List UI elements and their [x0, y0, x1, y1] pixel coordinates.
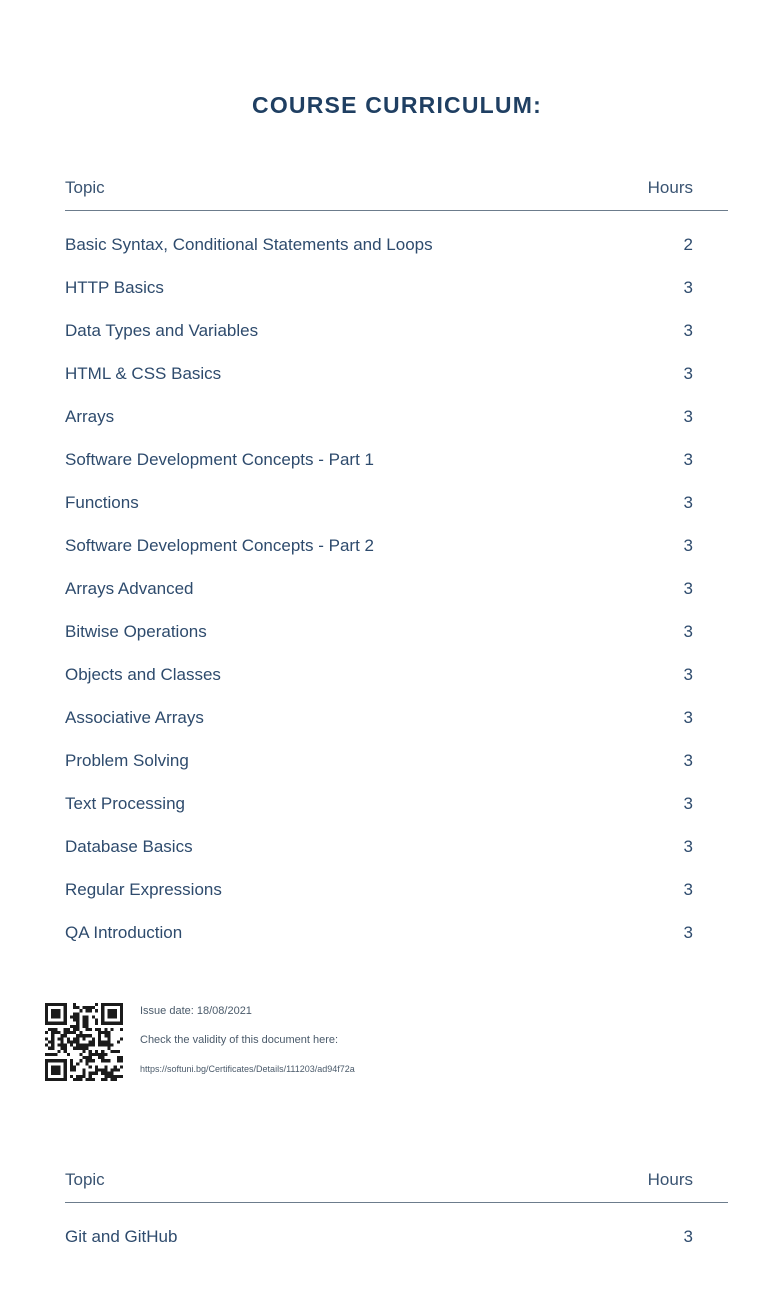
table-row: Database Basics 3: [65, 837, 728, 880]
topic-cell: Associative Arrays: [65, 708, 204, 727]
topic-cell: Data Types and Variables: [65, 321, 259, 340]
table-row: HTTP Basics 3: [65, 278, 728, 321]
curriculum-table: Topic Hours Basic Syntax, Conditional St…: [65, 178, 728, 966]
issue-date: Issue date: 18/08/2021: [140, 1005, 252, 1017]
table-row: Arrays Advanced 3: [65, 579, 728, 622]
hours-cell: 3: [683, 794, 693, 813]
table-row: Regular Expressions 3: [65, 880, 728, 923]
table-row: Software Development Concepts - Part 1 3: [65, 450, 728, 493]
table-row: Problem Solving 3: [65, 751, 728, 794]
topic-cell: Bitwise Operations: [65, 622, 207, 641]
hours-cell: 3: [683, 364, 693, 383]
validity-link[interactable]: https://softuni.bg/Certificates/Details/…: [140, 1064, 355, 1074]
hours-cell: 3: [683, 278, 693, 297]
hours-cell: 3: [683, 321, 693, 340]
page-title: COURSE CURRICULUM:: [252, 92, 542, 118]
hours-cell: 3: [683, 880, 693, 899]
hours-cell: 3: [683, 708, 693, 727]
hours-cell: 3: [683, 450, 693, 469]
topic-column-header: Topic: [65, 178, 105, 197]
topic-cell: Objects and Classes: [65, 665, 221, 684]
hours-column-header: Hours: [647, 1170, 693, 1189]
table-body: Git and GitHub 3: [65, 1203, 728, 1270]
hours-cell: 3: [683, 837, 693, 856]
table-row: Objects and Classes 3: [65, 665, 728, 708]
table-body: Basic Syntax, Conditional Statements and…: [65, 211, 728, 966]
topic-cell: Software Development Concepts - Part 1: [65, 450, 374, 469]
qr-code-icon: [45, 1003, 123, 1081]
topic-column-header: Topic: [65, 1170, 105, 1189]
table-row: Bitwise Operations 3: [65, 622, 728, 665]
topic-cell: HTML & CSS Basics: [65, 364, 222, 383]
table-row: Associative Arrays 3: [65, 708, 728, 751]
hours-cell: 3: [683, 579, 693, 598]
curriculum-table-continued: Topic Hours Git and GitHub 3: [65, 1170, 728, 1270]
table-row: Software Development Concepts - Part 2 3: [65, 536, 728, 579]
hours-cell: 3: [683, 407, 693, 426]
validity-note: Check the validity of this document here…: [140, 1034, 339, 1046]
hours-cell: 3: [683, 751, 693, 770]
table-row: QA Introduction 3: [65, 923, 728, 966]
table-header: Topic Hours: [65, 178, 728, 211]
topic-cell: Arrays: [65, 407, 115, 426]
hours-cell: 3: [683, 1227, 693, 1246]
hours-cell: 2: [683, 235, 693, 254]
topic-cell: Functions: [65, 493, 139, 512]
topic-cell: QA Introduction: [65, 923, 183, 942]
hours-cell: 3: [683, 665, 693, 684]
topic-cell: Basic Syntax, Conditional Statements and…: [65, 235, 433, 254]
topic-cell: Regular Expressions: [65, 880, 222, 899]
hours-cell: 3: [683, 923, 693, 942]
topic-cell: Git and GitHub: [65, 1227, 178, 1246]
table-row: Arrays 3: [65, 407, 728, 450]
hours-cell: 3: [683, 536, 693, 555]
topic-cell: Software Development Concepts - Part 2: [65, 536, 374, 555]
table-row: HTML & CSS Basics 3: [65, 364, 728, 407]
hours-cell: 3: [683, 493, 693, 512]
table-header: Topic Hours: [65, 1170, 728, 1203]
table-row: Data Types and Variables 3: [65, 321, 728, 364]
topic-cell: Text Processing: [65, 794, 185, 813]
table-row: Functions 3: [65, 493, 728, 536]
hours-column-header: Hours: [647, 178, 693, 197]
issue-info: Issue date: 18/08/2021 Check the validit…: [45, 1003, 545, 1083]
hours-cell: 3: [683, 622, 693, 641]
table-row: Basic Syntax, Conditional Statements and…: [65, 235, 728, 278]
topic-cell: Arrays Advanced: [65, 579, 194, 598]
table-row: Git and GitHub 3: [65, 1227, 728, 1270]
topic-cell: Database Basics: [65, 837, 193, 856]
table-row: Text Processing 3: [65, 794, 728, 837]
topic-cell: Problem Solving: [65, 751, 189, 770]
topic-cell: HTTP Basics: [65, 278, 164, 297]
